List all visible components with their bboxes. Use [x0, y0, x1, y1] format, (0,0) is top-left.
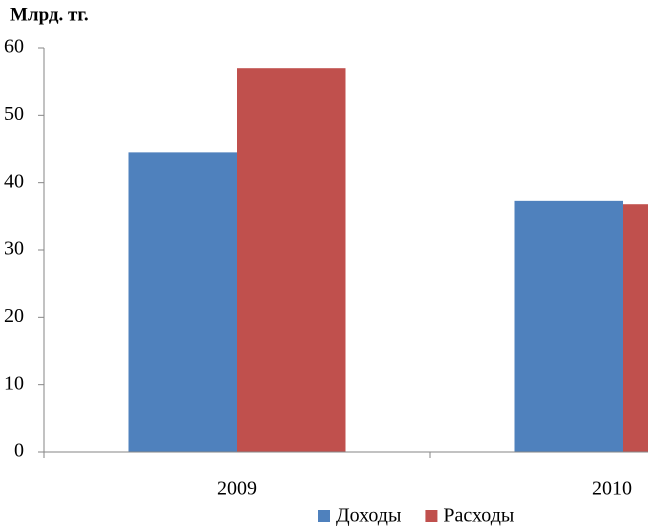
y-tick-label: 40: [4, 170, 24, 192]
x-tick-label: 2009: [217, 478, 257, 500]
legend-label: Доходы: [336, 505, 401, 527]
bar: [623, 204, 648, 452]
bar: [128, 152, 237, 452]
y-tick-label: 30: [4, 238, 24, 260]
bar: [237, 68, 346, 452]
legend-swatch: [425, 510, 438, 522]
y-tick-label: 60: [4, 36, 24, 58]
bar: [514, 200, 623, 452]
legend-label: Расходы: [443, 505, 514, 527]
legend-swatch: [318, 510, 330, 522]
y-tick-label: 0: [14, 440, 24, 462]
y-tick-label: 20: [4, 305, 24, 327]
y-tick-label: 50: [4, 103, 24, 125]
y-tick-label: 10: [4, 372, 24, 394]
chart-title: Млрд. тг.: [10, 4, 89, 25]
x-tick-label: 2010: [592, 478, 632, 500]
